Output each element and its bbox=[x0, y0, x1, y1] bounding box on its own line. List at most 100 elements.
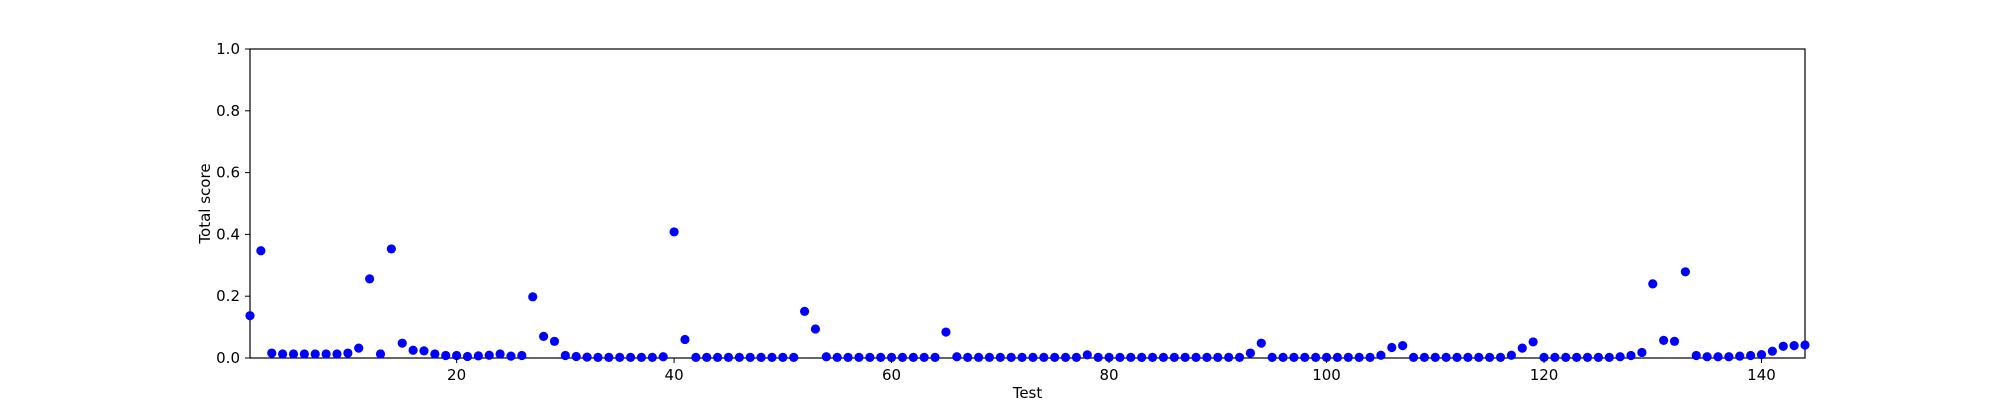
data-point bbox=[1104, 352, 1114, 362]
data-point bbox=[1778, 341, 1788, 351]
y-axis-ticks: 0.0 0.2 0.4 0.6 0.8 1.0 bbox=[216, 40, 250, 367]
data-point bbox=[1659, 335, 1669, 345]
data-point bbox=[1669, 336, 1680, 346]
data-point bbox=[1735, 351, 1745, 361]
data-point bbox=[1517, 343, 1527, 353]
y-axis-title: Total score bbox=[196, 163, 214, 244]
data-point bbox=[1343, 352, 1353, 362]
data-point bbox=[1495, 352, 1506, 362]
data-point bbox=[1626, 350, 1636, 361]
data-point bbox=[1321, 352, 1332, 362]
data-point bbox=[1582, 352, 1593, 362]
data-point bbox=[1593, 352, 1603, 362]
data-point bbox=[723, 352, 734, 362]
data-point bbox=[734, 352, 744, 362]
data-point bbox=[1234, 352, 1245, 362]
data-point bbox=[1550, 352, 1560, 362]
data-point bbox=[1147, 352, 1158, 362]
x-tick-label: 80 bbox=[1100, 366, 1119, 384]
data-point bbox=[452, 350, 462, 361]
data-point bbox=[1713, 352, 1723, 362]
data-point bbox=[876, 352, 886, 362]
data-point bbox=[1746, 350, 1756, 361]
data-point bbox=[865, 352, 875, 362]
data-point bbox=[506, 351, 516, 361]
data-point bbox=[1050, 352, 1060, 362]
data-point bbox=[995, 352, 1005, 362]
data-point bbox=[745, 352, 755, 362]
data-point bbox=[419, 346, 429, 356]
data-point bbox=[1441, 352, 1451, 362]
data-point bbox=[321, 349, 331, 359]
data-point bbox=[1408, 352, 1419, 362]
data-point bbox=[1615, 352, 1625, 362]
data-point bbox=[473, 351, 483, 361]
data-point bbox=[1006, 352, 1016, 362]
x-tick-label: 140 bbox=[1747, 366, 1776, 384]
data-point bbox=[1071, 352, 1082, 362]
data-point bbox=[1691, 350, 1701, 361]
data-point bbox=[712, 352, 723, 362]
data-point bbox=[441, 350, 451, 361]
data-point bbox=[495, 349, 505, 359]
data-point bbox=[908, 352, 918, 362]
data-point bbox=[386, 244, 396, 254]
data-point bbox=[941, 327, 951, 337]
data-point bbox=[1724, 352, 1734, 362]
data-point bbox=[799, 306, 810, 316]
data-point bbox=[1419, 352, 1430, 362]
data-point bbox=[647, 352, 657, 362]
data-point bbox=[615, 352, 625, 362]
data-point bbox=[354, 343, 364, 353]
plot-area: 20 40 60 80 100 120 140 0.0 0.2 0.4 0.6 0.8 1.0 bbox=[216, 40, 1810, 384]
data-point bbox=[854, 352, 864, 362]
data-point bbox=[1213, 352, 1223, 362]
data-point bbox=[517, 350, 527, 361]
data-point bbox=[539, 331, 549, 341]
y-tick-label: 0.8 bbox=[216, 102, 240, 120]
data-point bbox=[1115, 352, 1125, 362]
x-tick-label: 60 bbox=[882, 366, 901, 384]
data-point bbox=[1365, 352, 1375, 362]
x-tick-label: 40 bbox=[665, 366, 684, 384]
data-point bbox=[1539, 352, 1549, 362]
data-point bbox=[256, 246, 266, 256]
data-point bbox=[1289, 352, 1299, 362]
data-point bbox=[1311, 352, 1321, 362]
data-point bbox=[952, 352, 962, 362]
data-point bbox=[1224, 352, 1234, 362]
data-point bbox=[1137, 352, 1147, 362]
data-point bbox=[1039, 352, 1049, 362]
x-tick-label: 20 bbox=[447, 366, 466, 384]
data-point bbox=[1256, 338, 1266, 348]
y-tick-label: 0.0 bbox=[216, 349, 240, 367]
data-point bbox=[1332, 352, 1343, 362]
data-point bbox=[1756, 350, 1767, 360]
data-point bbox=[288, 349, 299, 359]
data-point bbox=[1158, 352, 1169, 362]
data-point bbox=[1278, 352, 1288, 362]
data-point bbox=[1387, 342, 1397, 353]
data-point bbox=[1202, 352, 1212, 362]
data-point bbox=[1398, 341, 1408, 351]
data-point bbox=[984, 352, 995, 362]
data-point bbox=[789, 352, 799, 362]
data-point bbox=[1191, 352, 1201, 362]
data-point bbox=[1452, 352, 1462, 362]
y-tick-label: 0.2 bbox=[216, 287, 240, 305]
data-point bbox=[1604, 352, 1614, 362]
data-point bbox=[593, 352, 603, 362]
y-tick-label: 1.0 bbox=[216, 40, 240, 58]
data-point bbox=[462, 351, 473, 362]
x-axis-title: Test bbox=[1012, 384, 1043, 400]
data-point bbox=[1474, 352, 1484, 362]
data-point bbox=[1060, 352, 1071, 362]
data-point bbox=[1702, 352, 1712, 362]
data-point bbox=[1354, 352, 1364, 362]
data-point bbox=[1767, 346, 1777, 356]
data-point bbox=[1463, 352, 1473, 362]
data-point bbox=[1245, 348, 1256, 358]
data-point bbox=[691, 352, 701, 362]
data-point bbox=[636, 352, 647, 362]
